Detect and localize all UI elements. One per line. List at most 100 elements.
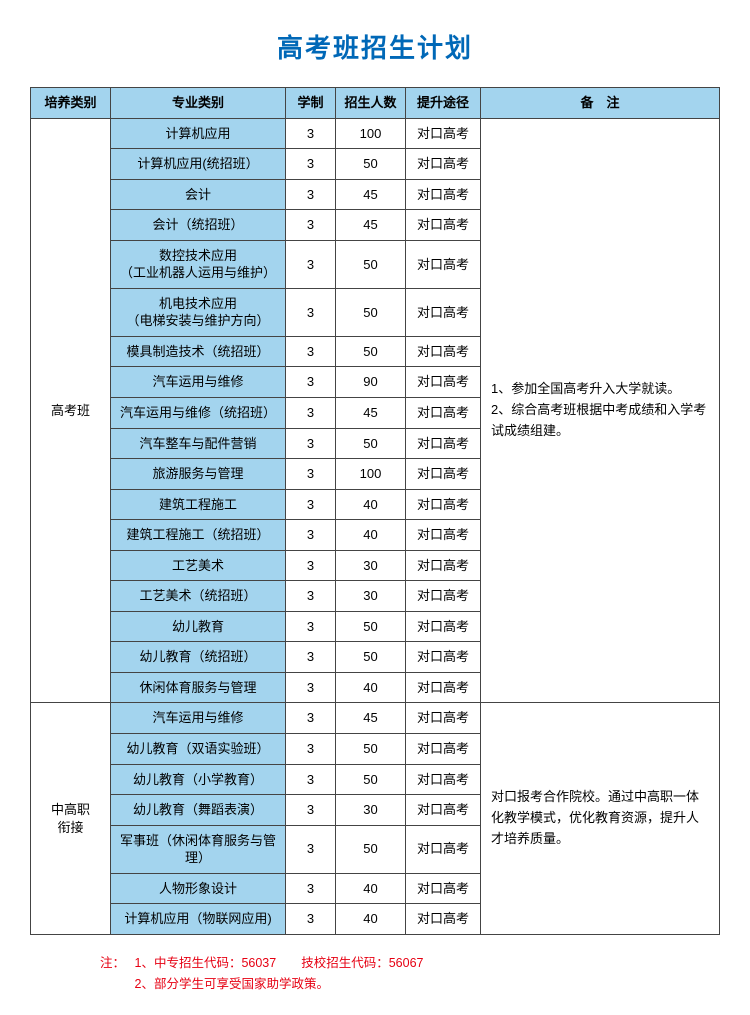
years-cell: 3: [286, 367, 336, 398]
major-cell: 汽车运用与维修: [111, 367, 286, 398]
table-header-cell: 学制: [286, 88, 336, 119]
major-cell: 会计（统招班）: [111, 210, 286, 241]
path-cell: 对口高考: [406, 288, 481, 336]
count-cell: 40: [336, 672, 406, 703]
count-cell: 90: [336, 367, 406, 398]
years-cell: 3: [286, 703, 336, 734]
count-cell: 40: [336, 904, 406, 935]
count-cell: 50: [336, 734, 406, 765]
years-cell: 3: [286, 179, 336, 210]
count-cell: 45: [336, 179, 406, 210]
years-cell: 3: [286, 210, 336, 241]
years-cell: 3: [286, 520, 336, 551]
years-cell: 3: [286, 288, 336, 336]
years-cell: 3: [286, 795, 336, 826]
major-cell: 计算机应用: [111, 118, 286, 149]
table-header-cell: 提升途径: [406, 88, 481, 119]
path-cell: 对口高考: [406, 764, 481, 795]
count-cell: 30: [336, 581, 406, 612]
path-cell: 对口高考: [406, 336, 481, 367]
years-cell: 3: [286, 672, 336, 703]
path-cell: 对口高考: [406, 398, 481, 429]
years-cell: 3: [286, 118, 336, 149]
table-header-cell: 专业类别: [111, 88, 286, 119]
major-cell: 机电技术应用（电梯安装与维护方向）: [111, 288, 286, 336]
years-cell: 3: [286, 489, 336, 520]
footnote-line-1: 1、中专招生代码：56037 技校招生代码：56067: [135, 956, 424, 970]
table-header-cell: 备 注: [481, 88, 720, 119]
count-cell: 100: [336, 459, 406, 490]
page-title: 高考班招生计划: [30, 28, 720, 65]
major-cell: 工艺美术（统招班）: [111, 581, 286, 612]
count-cell: 45: [336, 210, 406, 241]
count-cell: 50: [336, 149, 406, 180]
years-cell: 3: [286, 398, 336, 429]
major-cell: 幼儿教育: [111, 611, 286, 642]
path-cell: 对口高考: [406, 210, 481, 241]
path-cell: 对口高考: [406, 904, 481, 935]
count-cell: 50: [336, 288, 406, 336]
path-cell: 对口高考: [406, 795, 481, 826]
table-header-row: 培养类别专业类别学制招生人数提升途径备 注: [31, 88, 720, 119]
major-cell: 建筑工程施工（统招班）: [111, 520, 286, 551]
note-cell: 对口报考合作院校。通过中高职一体化教学模式，优化教育资源，提升人才培养质量。: [481, 703, 720, 934]
count-cell: 100: [336, 118, 406, 149]
count-cell: 50: [336, 764, 406, 795]
major-cell: 会计: [111, 179, 286, 210]
path-cell: 对口高考: [406, 825, 481, 873]
path-cell: 对口高考: [406, 611, 481, 642]
major-cell: 汽车运用与维修（统招班）: [111, 398, 286, 429]
major-cell: 计算机应用(统招班）: [111, 149, 286, 180]
footnote: 注： 1、中专招生代码：56037 技校招生代码：56067 注： 2、部分学生…: [100, 953, 720, 996]
count-cell: 50: [336, 825, 406, 873]
path-cell: 对口高考: [406, 581, 481, 612]
path-cell: 对口高考: [406, 240, 481, 288]
major-cell: 人物形象设计: [111, 873, 286, 904]
major-cell: 休闲体育服务与管理: [111, 672, 286, 703]
path-cell: 对口高考: [406, 703, 481, 734]
major-cell: 工艺美术: [111, 550, 286, 581]
major-cell: 计算机应用（物联网应用): [111, 904, 286, 935]
count-cell: 50: [336, 428, 406, 459]
path-cell: 对口高考: [406, 734, 481, 765]
path-cell: 对口高考: [406, 672, 481, 703]
footnote-line-2: 2、部分学生可享受国家助学政策。: [135, 977, 329, 991]
count-cell: 50: [336, 336, 406, 367]
count-cell: 40: [336, 489, 406, 520]
major-cell: 建筑工程施工: [111, 489, 286, 520]
path-cell: 对口高考: [406, 118, 481, 149]
count-cell: 45: [336, 703, 406, 734]
count-cell: 50: [336, 642, 406, 673]
path-cell: 对口高考: [406, 428, 481, 459]
path-cell: 对口高考: [406, 520, 481, 551]
major-cell: 军事班（休闲体育服务与管理）: [111, 825, 286, 873]
path-cell: 对口高考: [406, 642, 481, 673]
count-cell: 30: [336, 550, 406, 581]
major-cell: 模具制造技术（统招班）: [111, 336, 286, 367]
table-row: 中高职衔接汽车运用与维修345对口高考对口报考合作院校。通过中高职一体化教学模式…: [31, 703, 720, 734]
major-cell: 幼儿教育（双语实验班）: [111, 734, 286, 765]
note-cell: 1、参加全国高考升入大学就读。2、综合高考班根据中考成绩和入学考试成绩组建。: [481, 118, 720, 703]
years-cell: 3: [286, 428, 336, 459]
years-cell: 3: [286, 336, 336, 367]
major-cell: 幼儿教育（统招班）: [111, 642, 286, 673]
table-header-cell: 培养类别: [31, 88, 111, 119]
path-cell: 对口高考: [406, 489, 481, 520]
count-cell: 45: [336, 398, 406, 429]
major-cell: 数控技术应用（工业机器人运用与维护）: [111, 240, 286, 288]
category-cell: 高考班: [31, 118, 111, 703]
count-cell: 50: [336, 240, 406, 288]
years-cell: 3: [286, 873, 336, 904]
major-cell: 旅游服务与管理: [111, 459, 286, 490]
enrollment-table: 培养类别专业类别学制招生人数提升途径备 注 高考班计算机应用3100对口高考1、…: [30, 87, 720, 935]
years-cell: 3: [286, 904, 336, 935]
major-cell: 幼儿教育（舞蹈表演）: [111, 795, 286, 826]
path-cell: 对口高考: [406, 367, 481, 398]
years-cell: 3: [286, 149, 336, 180]
count-cell: 40: [336, 873, 406, 904]
path-cell: 对口高考: [406, 459, 481, 490]
footnote-label: 注：: [100, 956, 125, 970]
count-cell: 30: [336, 795, 406, 826]
table-header-cell: 招生人数: [336, 88, 406, 119]
major-cell: 幼儿教育（小学教育）: [111, 764, 286, 795]
